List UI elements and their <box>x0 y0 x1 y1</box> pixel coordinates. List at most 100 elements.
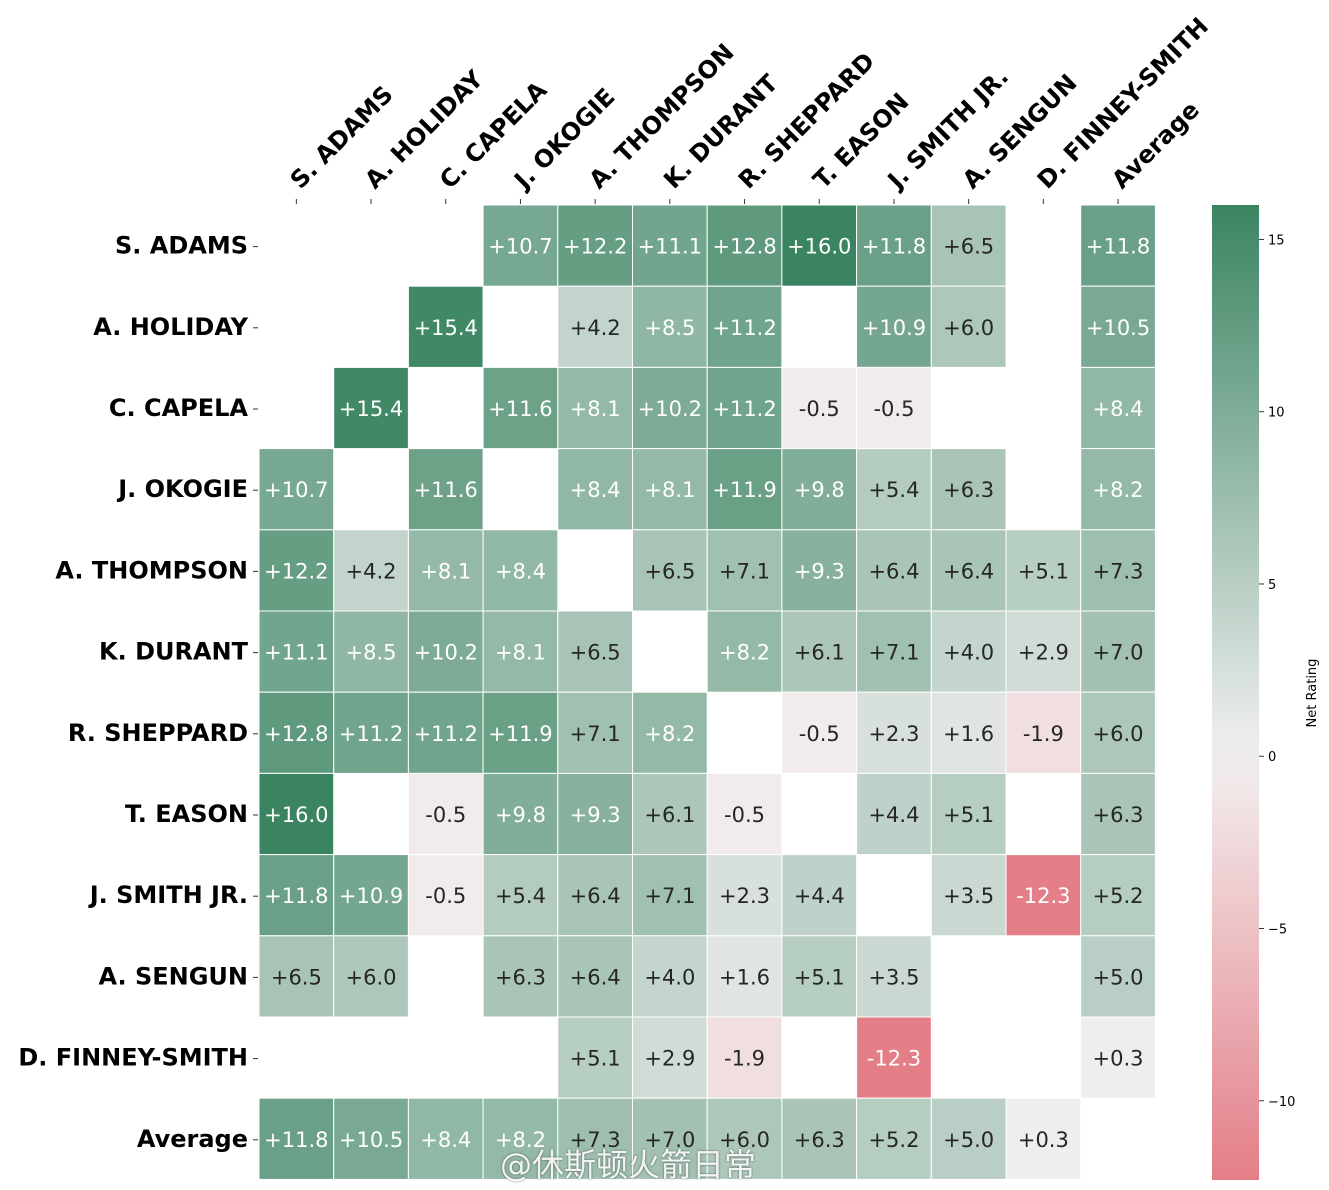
cell-value-label: +8.5 <box>346 641 397 665</box>
heatmap-cell <box>706 285 783 368</box>
heatmap-cell <box>632 1016 708 1099</box>
cell-value-label: +11.6 <box>414 478 478 502</box>
row-labels: S. ADAMS A. HOLIDAY C. CAPELA J. OKOGIE A. T… <box>18 232 258 1153</box>
cell-value-label: +8.1 <box>644 478 695 502</box>
cell-value-label: +5.4 <box>495 884 546 908</box>
cell-value-label: +4.2 <box>570 316 621 340</box>
heatmap-cell <box>333 366 409 450</box>
heatmap-cell <box>482 204 559 287</box>
colorbar-gradient <box>1212 205 1259 1180</box>
heatmap-cell <box>482 935 559 1018</box>
heatmap-cell <box>482 610 559 693</box>
cell-value-label: +6.1 <box>794 641 845 665</box>
heatmap-cell <box>333 935 409 1018</box>
cell-value-label: +12.8 <box>264 722 328 746</box>
heatmap-cell <box>1080 529 1156 612</box>
heatmap-cell <box>258 448 335 531</box>
row-label: Average <box>137 1125 248 1153</box>
cell-value-label: +10.5 <box>339 1128 403 1152</box>
cell-value-label: +11.2 <box>712 316 776 340</box>
heatmap-cell <box>632 772 708 856</box>
heatmap-cell <box>258 772 335 856</box>
heatmap-cell <box>632 204 708 287</box>
heatmap-cell <box>706 935 783 1018</box>
row-label: S. ADAMS <box>115 232 248 260</box>
cell-value-label: +7.3 <box>570 1128 621 1152</box>
heatmap-cell <box>557 366 633 450</box>
heatmap-cell <box>1005 691 1082 774</box>
colorbar-tick-label: −10 <box>1268 1095 1295 1110</box>
heatmap-cell <box>1080 285 1156 368</box>
cell-value-label: +6.3 <box>495 965 546 989</box>
cell-value-label: +6.1 <box>644 803 695 827</box>
cell-value-label: +9.8 <box>794 478 845 502</box>
heatmap-cell <box>557 691 633 774</box>
cell-value-label: +10.2 <box>638 397 702 421</box>
cell-value-label: +6.3 <box>794 1128 845 1152</box>
colorbar-tick-label: 10 <box>1268 406 1285 421</box>
heatmap-cell <box>1080 1016 1156 1099</box>
cell-value-label: +2.9 <box>644 1047 695 1071</box>
row-label: J. SMITH JR. <box>88 881 248 909</box>
heatmap-cell <box>1080 366 1156 450</box>
cell-value-label: +9.8 <box>495 803 546 827</box>
cell-value-label: +7.0 <box>644 1128 695 1152</box>
cell-value-label: +11.6 <box>488 397 552 421</box>
row-label: A. HOLIDAY <box>93 313 248 341</box>
heatmap-cell <box>781 854 858 937</box>
cell-value-label: -12.3 <box>1016 884 1070 908</box>
heatmap-cell <box>333 854 409 937</box>
row-label: A. SENGUN <box>98 962 248 990</box>
heatmap-cell <box>706 854 783 937</box>
cell-value-label: +10.5 <box>1086 316 1150 340</box>
cell-value-label: +8.2 <box>495 1128 546 1152</box>
row-label: J. OKOGIE <box>116 475 248 503</box>
heatmap-cell <box>706 610 783 693</box>
heatmap-cell <box>333 610 409 693</box>
heatmap-cell <box>407 448 484 531</box>
cell-value-label: +7.1 <box>719 559 770 583</box>
cell-value-label: +12.2 <box>264 559 328 583</box>
cell-value-label: +6.4 <box>868 559 919 583</box>
cell-value-label: +11.1 <box>638 235 702 259</box>
cell-value-label: +8.1 <box>495 641 546 665</box>
heatmap-cell <box>856 610 932 693</box>
colorbar-tick-label: 5 <box>1268 578 1276 593</box>
cell-value-label: +15.4 <box>339 397 403 421</box>
heatmap-cell <box>1080 854 1156 937</box>
heatmap-cell <box>706 1097 783 1180</box>
cell-value-label: +10.2 <box>414 641 478 665</box>
cell-value-label: +0.3 <box>1093 1047 1144 1071</box>
heatmap-cell <box>856 529 932 612</box>
cell-value-label: +4.0 <box>943 641 994 665</box>
heatmap-cells: +10.7 +12.2 +11.1 +12.8 +16.0 +11.8 +6.5 +11.8 +… <box>258 204 1156 1180</box>
row-label: T. EASON <box>125 800 248 828</box>
cell-value-label: +5.1 <box>570 1047 621 1071</box>
cell-value-label: +7.0 <box>1093 641 1144 665</box>
cell-value-label: -12.3 <box>867 1047 921 1071</box>
heatmap-cell <box>1080 691 1156 774</box>
cell-value-label: -1.9 <box>1023 722 1064 746</box>
cell-value-label: -0.5 <box>425 884 466 908</box>
heatmap-cell <box>557 285 633 368</box>
row-label: R. SHEPPARD <box>68 719 248 747</box>
heatmap-cell <box>557 935 633 1018</box>
heatmap-cell <box>482 366 559 450</box>
cell-value-label: +6.3 <box>1093 803 1144 827</box>
cell-value-label: +11.2 <box>712 397 776 421</box>
cell-value-label: +11.2 <box>339 722 403 746</box>
heatmap-cell <box>482 529 559 612</box>
heatmap-cell <box>1005 529 1082 612</box>
cell-value-label: +5.4 <box>868 478 919 502</box>
cell-value-label: +8.1 <box>420 559 471 583</box>
heatmap-cell <box>1005 1097 1082 1180</box>
heatmap-cell <box>333 691 409 774</box>
cell-value-label: +8.4 <box>570 478 621 502</box>
heatmap-cell <box>781 204 858 287</box>
heatmap-cell <box>632 366 708 450</box>
heatmap-cell <box>557 610 633 693</box>
heatmap-cell <box>258 691 335 774</box>
cell-value-label: +5.0 <box>943 1128 994 1152</box>
cell-value-label: +6.0 <box>943 316 994 340</box>
